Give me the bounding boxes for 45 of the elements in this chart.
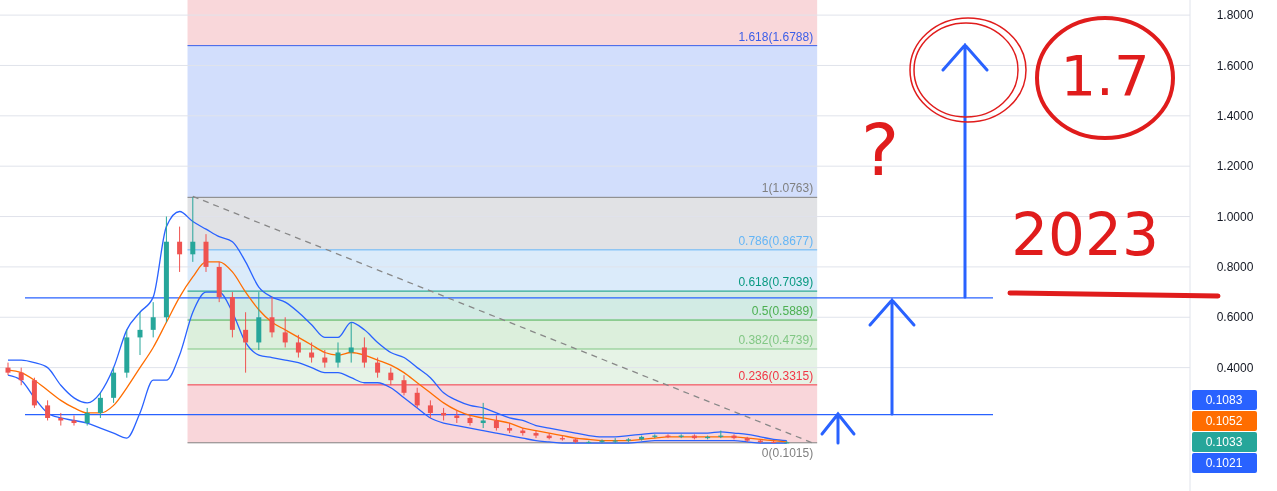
candlestick (348, 321, 354, 364)
candlestick (5, 362, 11, 376)
candlestick (97, 392, 103, 419)
candlestick (335, 341, 341, 369)
y-tick-label: 1.6000 (1216, 58, 1254, 73)
candlestick (150, 301, 156, 338)
ref-line-label: 0.618(0.7039) (738, 275, 814, 290)
y-tick-label: 1.2000 (1216, 159, 1254, 174)
ref-line-label: 1(1.0763) (761, 181, 814, 196)
candlestick (243, 311, 249, 374)
text: 0.1083 (1205, 393, 1243, 408)
text: 0.1052 (1205, 414, 1243, 429)
candlestick (190, 196, 196, 263)
ref-line-label: 0.236(0.3315) (738, 368, 814, 383)
ref-line-label: 0.5(0.5889) (751, 304, 814, 319)
candlestick (309, 341, 315, 364)
candlestick (282, 316, 288, 348)
y-tick-label: 1.8000 (1216, 8, 1254, 23)
annotation: 1.7 (1060, 43, 1150, 108)
ref-line-label: 0.382(0.4739) (738, 333, 814, 348)
candlestick (361, 336, 367, 369)
ref-line-label: 0(0.1015) (761, 445, 814, 460)
candlestick (467, 414, 473, 427)
candlestick (414, 387, 420, 409)
ref-line-label: 0.786(0.8677) (738, 233, 814, 248)
y-tick-label: 0.6000 (1216, 310, 1254, 325)
candlestick (375, 357, 381, 379)
annotation: 2023 (1011, 201, 1159, 269)
candlestick (177, 226, 183, 273)
text: 0.1021 (1205, 456, 1243, 471)
y-tick-label: 1.4000 (1216, 109, 1254, 124)
ref-line-label: 1.618(1.6788) (738, 29, 814, 44)
y-tick-label: 0.8000 (1216, 260, 1254, 275)
candlestick (295, 334, 301, 359)
text: 0.1033 (1205, 435, 1243, 450)
candlestick (71, 414, 77, 427)
y-tick-label: 0.4000 (1216, 360, 1254, 375)
candlestick (45, 399, 51, 421)
y-tick-label: 1.0000 (1216, 209, 1254, 224)
candlestick (401, 374, 407, 396)
annotation: ? (860, 108, 900, 192)
candlestick (480, 402, 486, 429)
candlestick (269, 296, 275, 338)
candlestick (137, 311, 143, 356)
candlestick (533, 430, 539, 439)
